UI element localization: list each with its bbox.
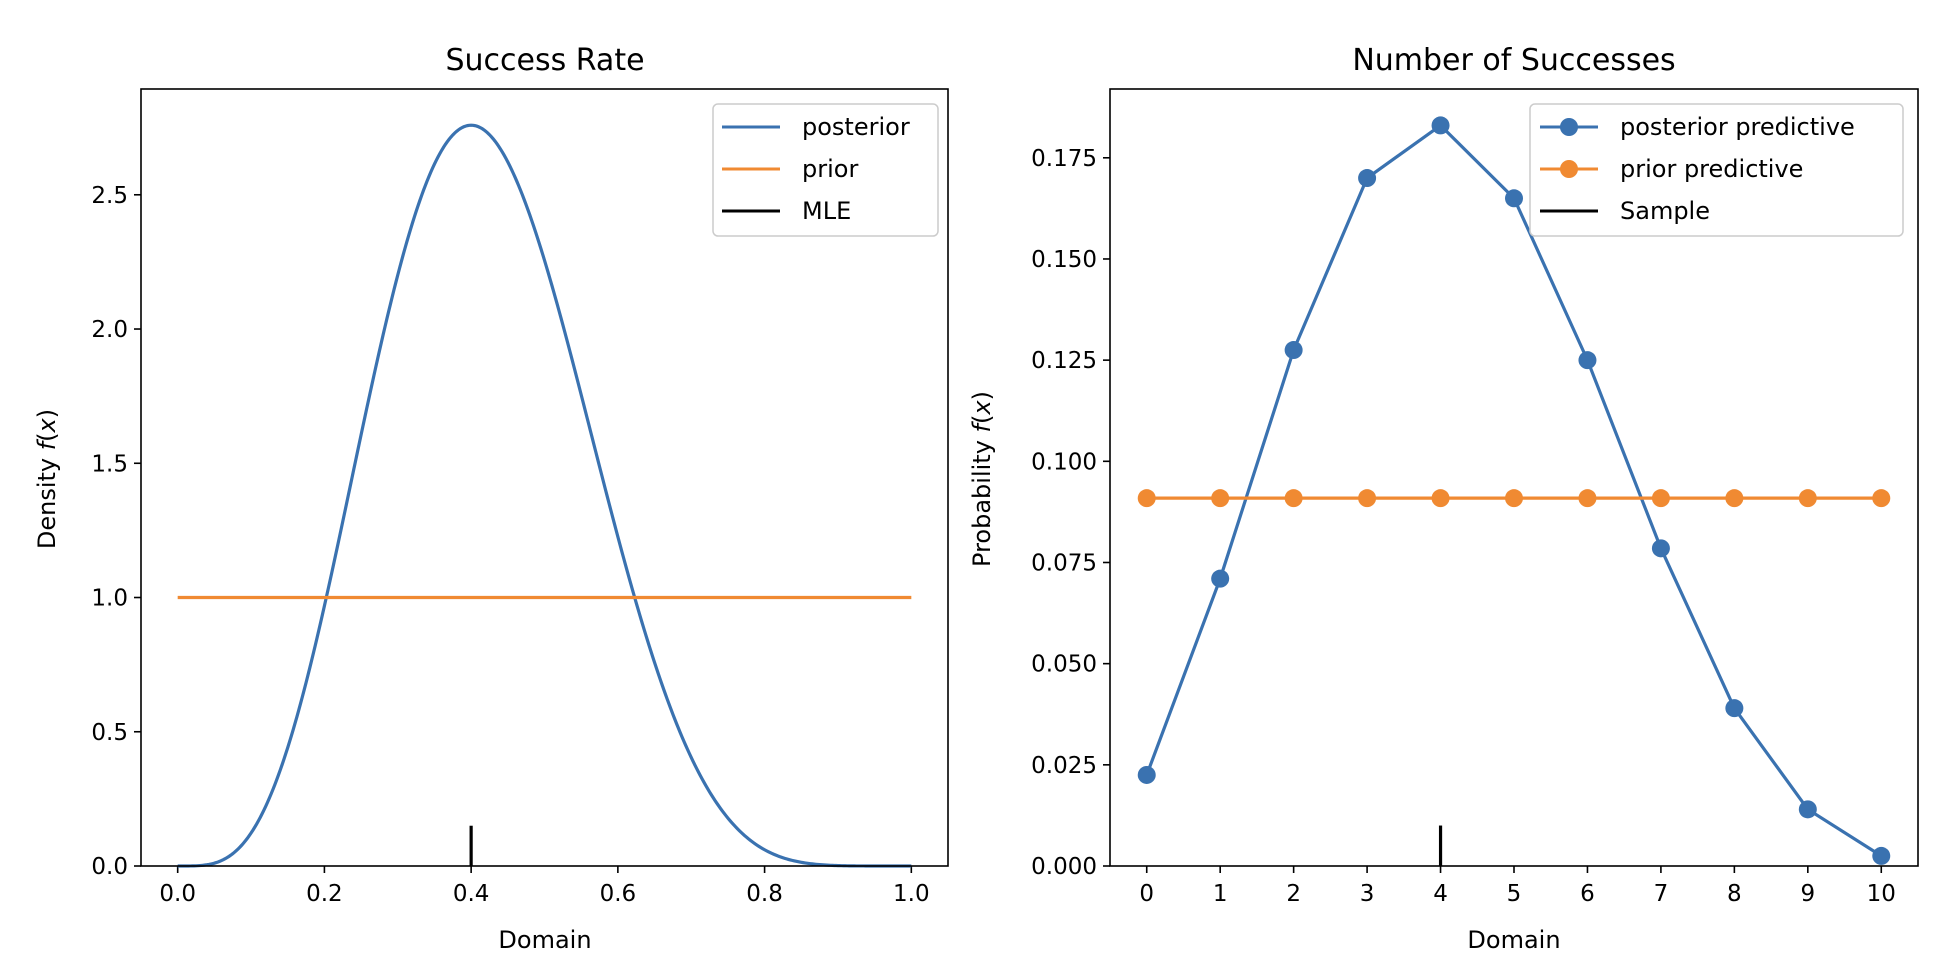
y-axis-label-arg: x bbox=[33, 417, 61, 433]
plot-area bbox=[1137, 116, 1891, 866]
y-axis: 0.0 0.5 1.0 1.5 2.0 2.5 Density f(x) bbox=[33, 183, 141, 880]
chart-title: Number of Successes bbox=[1352, 43, 1675, 78]
posterior-predictive-point bbox=[1505, 189, 1523, 208]
legend-box bbox=[712, 103, 939, 237]
y-tick-label: 1.0 bbox=[91, 586, 128, 612]
y-axis-label: Probability f(x) bbox=[968, 391, 996, 567]
axes-frame bbox=[1109, 88, 1919, 867]
posterior-predictive-point bbox=[1137, 765, 1156, 784]
prior-predictive-point bbox=[1651, 489, 1670, 508]
x-tick-label: 0.2 bbox=[306, 881, 343, 907]
x-tick-label: 1.0 bbox=[893, 881, 930, 907]
x-ticks: 0 1 2 3 4 5 6 7 8 9 10 bbox=[1139, 866, 1896, 907]
x-tick-label: 0.4 bbox=[453, 881, 490, 907]
prior-predictive-point bbox=[1578, 489, 1597, 508]
y-axis-label-prefix: Density bbox=[33, 450, 61, 549]
x-tick-label: 0 bbox=[1139, 881, 1154, 907]
posterior-predictive-point bbox=[1798, 800, 1817, 819]
number-of-successes-panel: Number of Successes 0 1 2 3 4 5 6 7 8 9 10 Domain … bbox=[968, 43, 1919, 954]
prior-predictive-point bbox=[1431, 489, 1450, 508]
chart-title: Success Rate bbox=[445, 43, 644, 78]
y-tick-label: 0.150 bbox=[1031, 247, 1097, 273]
y-tick-label: 2.5 bbox=[91, 183, 128, 209]
y-axis-label-arg: x bbox=[968, 400, 996, 416]
x-axis-label: Domain bbox=[1467, 926, 1560, 954]
x-tick-label: 7 bbox=[1654, 881, 1669, 907]
x-tick-label: 0.6 bbox=[600, 881, 637, 907]
prior-predictive-point bbox=[1725, 489, 1744, 508]
y-tick-label: 0.125 bbox=[1031, 348, 1097, 374]
y-axis-label-close: ) bbox=[33, 409, 61, 418]
x-tick-label: 9 bbox=[1800, 881, 1815, 907]
legend: posterior predictive prior predictive Sa… bbox=[1529, 103, 1904, 237]
legend-posterior-predictive-label: posterior predictive bbox=[1620, 113, 1855, 141]
y-tick-label: 0.050 bbox=[1031, 652, 1097, 678]
x-tick-label: 6 bbox=[1580, 881, 1595, 907]
x-tick-label: 10 bbox=[1867, 881, 1896, 907]
legend-posterior-predictive-marker bbox=[1560, 118, 1578, 136]
y-tick-label: 1.5 bbox=[91, 451, 128, 477]
posterior-predictive-point bbox=[1358, 169, 1377, 188]
legend-box bbox=[1529, 103, 1904, 237]
x-tick-label: 4 bbox=[1433, 881, 1448, 907]
prior-predictive-point bbox=[1798, 489, 1817, 508]
x-axis: 0.0 0.2 0.4 0.6 0.8 1.0 Domain bbox=[159, 866, 930, 954]
axes-frame bbox=[140, 88, 949, 867]
y-axis-label-prefix: Probability bbox=[968, 432, 996, 567]
y-axis-label-open: ( bbox=[33, 432, 61, 441]
prior-predictive-point bbox=[1358, 489, 1377, 508]
posterior-predictive-point bbox=[1431, 116, 1450, 135]
posterior-predictive-point bbox=[1211, 569, 1230, 588]
prior-predictive-point bbox=[1505, 489, 1523, 508]
success-rate-panel: Success Rate 0.0 0.2 0.4 0.6 0.8 1.0 Domain 0… bbox=[33, 43, 949, 954]
x-ticks: 0.0 0.2 0.4 0.6 0.8 1.0 bbox=[159, 866, 930, 907]
x-tick-label: 5 bbox=[1507, 881, 1522, 907]
y-tick-label: 0.0 bbox=[91, 854, 128, 880]
prior-predictive-point bbox=[1211, 489, 1230, 508]
legend-prior-label: prior bbox=[802, 155, 858, 183]
y-tick-label: 0.000 bbox=[1031, 854, 1097, 880]
x-tick-label: 2 bbox=[1286, 881, 1301, 907]
y-tick-label: 0.175 bbox=[1031, 146, 1097, 172]
legend-posterior-label: posterior bbox=[802, 113, 910, 141]
y-axis: 0.000 0.025 0.050 0.075 0.100 0.125 0.150 0.175… bbox=[968, 146, 1110, 880]
y-tick-label: 0.075 bbox=[1031, 550, 1097, 576]
legend-sample-label: Sample bbox=[1620, 197, 1710, 225]
posterior-predictive-point bbox=[1725, 699, 1744, 718]
legend: posterior prior MLE bbox=[712, 103, 939, 237]
legend-mle-label: MLE bbox=[802, 197, 851, 225]
y-axis-label: Density f(x) bbox=[33, 409, 61, 549]
x-tick-label: 0.8 bbox=[746, 881, 783, 907]
x-tick-label: 0.0 bbox=[159, 881, 196, 907]
prior-predictive-point bbox=[1137, 489, 1156, 508]
prior-predictive-point bbox=[1872, 489, 1891, 508]
y-axis-label-close: ) bbox=[968, 391, 996, 400]
posterior-predictive-point bbox=[1284, 341, 1303, 360]
x-axis-label: Domain bbox=[498, 926, 591, 954]
y-tick-label: 0.100 bbox=[1031, 449, 1097, 475]
posterior-curve bbox=[177, 123, 912, 868]
prior-predictive-point bbox=[1284, 489, 1303, 508]
legend-prior-predictive-marker bbox=[1560, 160, 1578, 178]
posterior-predictive-point bbox=[1872, 846, 1891, 865]
legend-prior-predictive-label: prior predictive bbox=[1620, 155, 1803, 183]
x-tick-label: 8 bbox=[1727, 881, 1742, 907]
y-tick-label: 2.0 bbox=[91, 317, 128, 343]
y-tick-label: 0.5 bbox=[91, 720, 128, 746]
x-tick-label: 1 bbox=[1213, 881, 1228, 907]
y-ticks: 0.000 0.025 0.050 0.075 0.100 0.125 0.150 0.175 bbox=[1031, 146, 1110, 880]
plot-area bbox=[177, 123, 912, 868]
y-ticks: 0.0 0.5 1.0 1.5 2.0 2.5 bbox=[91, 183, 141, 880]
x-axis: 0 1 2 3 4 5 6 7 8 9 10 Domain bbox=[1139, 866, 1896, 954]
y-tick-label: 0.025 bbox=[1031, 753, 1097, 779]
y-axis-label-open: ( bbox=[968, 415, 996, 424]
posterior-predictive-point bbox=[1578, 351, 1597, 370]
x-tick-label: 3 bbox=[1360, 881, 1375, 907]
posterior-predictive-point bbox=[1651, 539, 1670, 558]
